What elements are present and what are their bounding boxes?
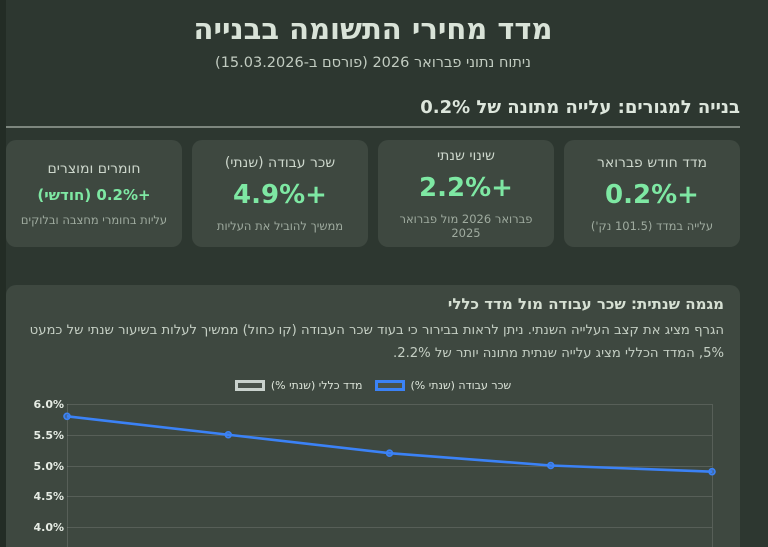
data-line (66, 415, 713, 473)
trend-panel-title: מגמה שנתית: שכר עבודה מול מדד כללי (447, 295, 724, 313)
data-point[interactable] (546, 461, 555, 470)
stat-card-subtitle: פברואר 2026 מול פברואר 2025 (399, 211, 533, 240)
y-tick-label: 5.5% (33, 428, 64, 442)
y-tick-label: 6.0% (33, 398, 64, 411)
trend-panel-description: הגרף מציג את קצב העלייה השנתי. ניתן לראו… (29, 323, 724, 361)
y-tick-label: 4.5% (33, 490, 64, 504)
stat-card: שכר עבודה (שנתי) +4.9% ממשיך להוביל את העל… (192, 140, 368, 247)
stat-card-title: חומרים ומוצרים (47, 160, 141, 177)
stat-card: שינוי שנתי +2.2% פברואר 2026 מול פברואר 20… (378, 140, 554, 247)
page-scrollbar[interactable] (0, 0, 6, 547)
chart-right-border (712, 404, 713, 547)
data-point[interactable] (385, 449, 394, 457)
section-divider (6, 126, 740, 128)
gridline (67, 404, 712, 405)
stat-card-title: שכר עבודה (שנתי) (224, 154, 336, 171)
line-chart-svg (63, 412, 716, 476)
stat-card-title: מדד חודש פברואר (596, 154, 708, 171)
legend-label: שכר עבודה (שנתי %) (410, 378, 512, 392)
stat-card-subtitle: עלייה במדד (101.5 נק') (590, 218, 714, 233)
y-tick-label: 4.0% (33, 521, 64, 534)
gridline (67, 496, 712, 498)
page-title: מדד מחירי התשומה בבנייה (193, 12, 553, 46)
legend-label: מדד כללי (שנתי %) (270, 378, 363, 392)
gridline (67, 527, 712, 528)
y-axis-line (67, 404, 68, 547)
trend-panel: מגמה שנתית: שכר עבודה מול מדד כללי הגרף … (6, 285, 740, 547)
y-tick-label: 5.0% (33, 459, 64, 473)
data-point[interactable] (63, 412, 71, 421)
page-subtitle: ניתוח נתוני פברואר 2026 (פורסם ב-15.03.2… (215, 55, 531, 71)
stat-card-value: +0.2% (חודשי) (37, 185, 151, 204)
data-point[interactable] (708, 467, 716, 476)
gridline (67, 465, 712, 467)
chart-canvas[interactable]: אחוז שינוי שנתי 6.0%5.5%5.0%4.5%4.0% (6, 385, 740, 547)
legend-item[interactable]: שכר עבודה (שנתי %) (374, 378, 512, 392)
gridline (67, 434, 712, 436)
chart-legend: שכר עבודה (שנתי %) מדד כללי (שנתי %) (6, 377, 740, 393)
data-point[interactable] (224, 430, 233, 439)
stat-card-value: +4.9% (233, 179, 327, 210)
stat-card-value: +2.2% (419, 172, 513, 203)
stat-card-title: שינוי שנתי (437, 147, 495, 164)
section-header: בנייה למגורים: עלייה מתונה של 0.2% (420, 97, 740, 118)
stat-card-value: +0.2% (605, 179, 699, 210)
stat-card: מדד חודש פברואר +0.2% עלייה במדד (101.5 נק… (564, 140, 740, 247)
stat-card-subtitle: עליות בחומרי מחצבה ובלוקים (20, 212, 168, 227)
stat-card: חומרים ומוצרים +0.2% (חודשי) עליות בחומרי … (6, 140, 182, 247)
legend-color-box (374, 379, 405, 391)
stat-cards-row: מדד חודש פברואר +0.2% עלייה במדד (101.5 נק… (6, 140, 740, 247)
legend-color-box (234, 379, 265, 391)
legend-item[interactable]: מדד כללי (שנתי %) (234, 378, 363, 392)
stat-card-subtitle: ממשיך להוביל את העליות (216, 218, 344, 233)
